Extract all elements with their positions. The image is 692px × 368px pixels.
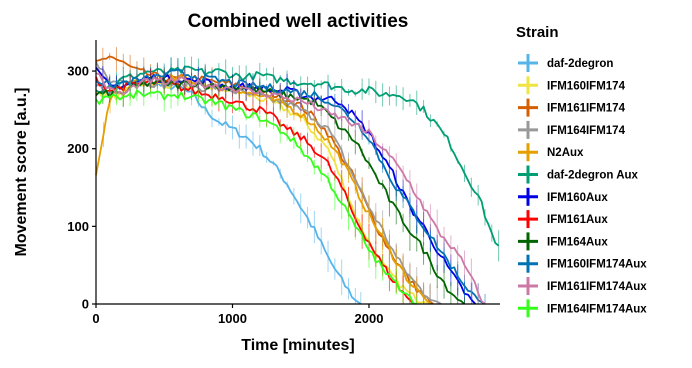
x-tick-label: 0 — [92, 311, 99, 326]
legend-label: IFM164IFM174 — [547, 125, 626, 137]
legend-label: IFM160IFM174 — [547, 80, 626, 92]
legend-label: IFM160IFM174Aux — [547, 259, 647, 271]
legend-item: daf-2degron — [518, 54, 613, 72]
x-axis: 0 1000 2000 — [92, 304, 383, 326]
legend-label: IFM164IFM174Aux — [547, 303, 647, 315]
legend-title: Strain — [516, 24, 559, 41]
legend-item: N2Aux — [518, 143, 584, 162]
plot-area — [95, 47, 500, 305]
series-line — [95, 76, 415, 305]
chart-title: Combined well activities — [188, 11, 409, 32]
legend-item: IFM160IFM174Aux — [518, 254, 647, 273]
series-1 — [95, 72, 429, 305]
series-line — [95, 65, 500, 247]
x-axis-title: Time [minutes] — [241, 337, 355, 354]
y-tick-label: 300 — [67, 64, 89, 79]
legend-label: N2Aux — [547, 147, 584, 159]
legend-label: IFM161IFM174Aux — [547, 281, 647, 293]
y-tick-label: 100 — [67, 219, 89, 234]
legend-item: IFM160IFM174 — [518, 76, 626, 95]
y-tick-label: 0 — [82, 297, 89, 312]
legend-item: IFM161Aux — [518, 210, 608, 229]
series-line — [95, 78, 466, 305]
legend-item: IFM161IFM174 — [518, 98, 626, 117]
legend-item: IFM164IFM174Aux — [518, 299, 647, 318]
legend-item: IFM164Aux — [518, 232, 608, 251]
x-tick-label: 1000 — [218, 311, 247, 326]
series-line — [95, 72, 486, 305]
legend-label: daf-2degron — [547, 58, 613, 70]
legend-label: IFM161Aux — [547, 214, 608, 226]
legend-item: IFM160Aux — [518, 187, 608, 206]
legend-item: IFM164IFM174 — [518, 120, 626, 139]
y-axis: 0 100 200 300 — [67, 64, 96, 312]
x-tick-label: 2000 — [355, 311, 384, 326]
series-10 — [95, 61, 486, 305]
y-tick-label: 200 — [67, 141, 89, 156]
series-11 — [95, 79, 418, 305]
legend-label: IFM161IFM174 — [547, 103, 626, 115]
legend-item: daf-2degron Aux — [518, 165, 639, 184]
legend-item: IFM161IFM174Aux — [518, 277, 647, 295]
legend-label: daf-2degron Aux — [547, 170, 639, 182]
legend: daf-2degron IFM160IFM174 IFM161IFM174 IFM16… — [518, 54, 647, 318]
series-line — [95, 79, 429, 305]
series-line — [95, 89, 417, 305]
y-axis-title: Movement score [a.u.] — [13, 88, 30, 257]
series-line — [95, 68, 486, 305]
legend-label: IFM164Aux — [547, 236, 608, 248]
legend-label: IFM160Aux — [547, 192, 608, 204]
